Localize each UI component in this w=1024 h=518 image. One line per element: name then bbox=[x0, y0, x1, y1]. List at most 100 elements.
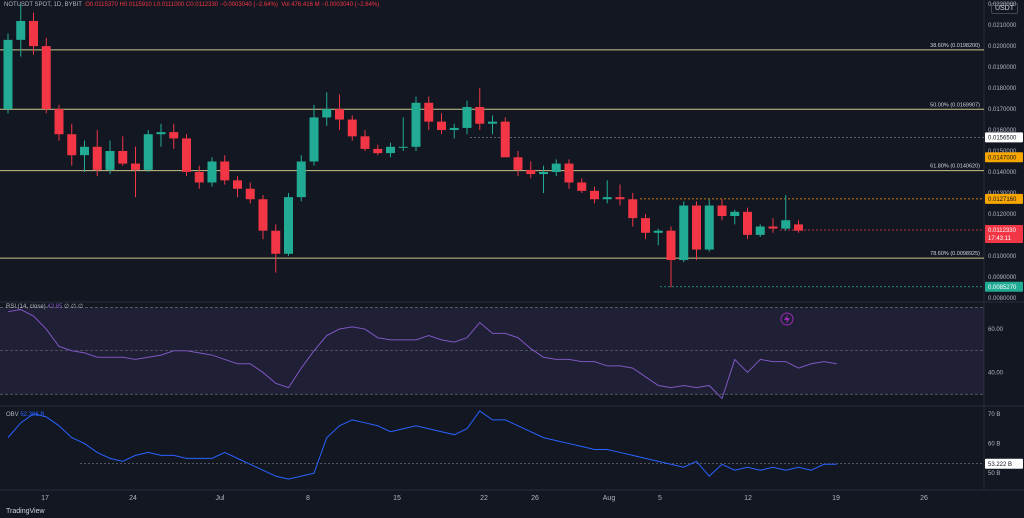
rsi-value: 43.85 bbox=[47, 304, 63, 310]
candle-body bbox=[781, 220, 791, 229]
price-tick-label: 0.0210000 bbox=[988, 23, 1017, 29]
candle-body bbox=[628, 199, 638, 219]
candle-body bbox=[386, 146, 395, 154]
candle-body bbox=[309, 117, 319, 162]
candle-body bbox=[118, 151, 128, 164]
time-tick-label: 17 bbox=[41, 495, 49, 502]
price-tick-label: 0.0160000 bbox=[988, 128, 1017, 134]
candle-body bbox=[54, 109, 64, 135]
branding-label: TradingView bbox=[6, 508, 45, 515]
candle-body bbox=[755, 226, 765, 235]
candle-body bbox=[704, 205, 714, 250]
candle-body bbox=[80, 146, 89, 156]
alert-lightning-icon bbox=[780, 312, 794, 326]
candle-body bbox=[666, 230, 676, 261]
time-tick-label: Aug bbox=[603, 495, 616, 502]
price-tick-label: 0.0120000 bbox=[988, 212, 1017, 218]
rsi-label: RSI (14, close) bbox=[6, 304, 46, 310]
time-tick-label: 26 bbox=[920, 495, 928, 502]
candle-body bbox=[462, 106, 472, 128]
candle-body bbox=[488, 121, 497, 124]
candle-body bbox=[768, 226, 778, 229]
candle-body bbox=[322, 109, 332, 118]
candle-body bbox=[437, 121, 446, 131]
candle-body bbox=[539, 171, 548, 175]
candle-body bbox=[360, 136, 370, 149]
tradingview-logo[interactable]: TradingView bbox=[6, 508, 45, 515]
candle-body bbox=[3, 39, 13, 110]
price-tick-label: 0.0150000 bbox=[988, 149, 1017, 155]
currency-button[interactable]: USDT bbox=[990, 3, 1018, 14]
candle-body bbox=[67, 134, 77, 156]
candle-body bbox=[143, 134, 153, 170]
candle-body bbox=[743, 211, 752, 235]
candle-body bbox=[730, 211, 740, 217]
time-tick-label: 22 bbox=[480, 495, 488, 502]
obv-current-tag-label: 53.222 B bbox=[988, 462, 1012, 468]
symbol-label[interactable]: NOTUSDT SPOT, 1D, BYBIT bbox=[4, 2, 82, 8]
obv-line bbox=[7, 410, 837, 480]
candle-body bbox=[526, 169, 536, 175]
candle-body bbox=[475, 106, 485, 124]
candle-body bbox=[245, 188, 255, 200]
candle-body bbox=[564, 163, 574, 183]
price-tick-label: 0.0200000 bbox=[988, 44, 1017, 50]
time-tick-label: 19 bbox=[832, 495, 840, 502]
price-tick-label: 0.0140000 bbox=[988, 170, 1017, 176]
candle-body bbox=[169, 132, 179, 139]
rsi-line bbox=[7, 308, 837, 400]
candle-body bbox=[641, 218, 650, 233]
time-tick-label: 5 bbox=[658, 495, 662, 502]
price-tag bbox=[985, 152, 1023, 163]
price-tag-label: 0.0156500 bbox=[988, 136, 1017, 142]
time-tick-label: 15 bbox=[393, 495, 401, 502]
rsi-legend: RSI (14, close) 43.85 ∅ ∅ ∅ bbox=[6, 303, 83, 310]
candle-body bbox=[692, 205, 701, 250]
obv-current-tag bbox=[985, 458, 1023, 469]
candle-body bbox=[258, 199, 268, 231]
candle-body bbox=[335, 109, 344, 120]
price-tag bbox=[985, 225, 1023, 236]
candle-body bbox=[105, 151, 115, 170]
candle-body bbox=[794, 224, 803, 231]
obv-legend: OBV 52.386 B bbox=[6, 412, 44, 418]
obv-tick-label: 50 B bbox=[988, 471, 1000, 477]
candle-body bbox=[29, 20, 38, 47]
price-tag bbox=[985, 132, 1023, 143]
price-tick-label: 0.0090000 bbox=[988, 275, 1017, 281]
rsi-status: ∅ ∅ ∅ bbox=[64, 304, 84, 310]
obv-value: 52.386 B bbox=[20, 412, 45, 418]
candle-body bbox=[679, 205, 689, 261]
candle-body bbox=[577, 182, 587, 191]
candle-body bbox=[513, 157, 523, 170]
candle-body bbox=[182, 138, 191, 172]
candle-body bbox=[220, 161, 230, 181]
ohlc-readout: O0.0115370 H0.0115910 L0.0111000 C0.0112… bbox=[85, 2, 278, 8]
candle-body bbox=[449, 127, 459, 131]
price-tick-label: 0.0170000 bbox=[988, 107, 1017, 113]
time-tick-label: 8 bbox=[306, 495, 310, 502]
alert-lightning-circle bbox=[780, 312, 794, 326]
price-tag-label: 17:43:11 bbox=[988, 236, 1012, 242]
candle-body bbox=[296, 161, 306, 198]
price-tick-label: 0.0220000 bbox=[988, 2, 1017, 8]
candle-body bbox=[653, 230, 663, 233]
price-tag-label: 0.0127160 bbox=[988, 197, 1017, 203]
fib-level-label: 50.00% (0.0169907) bbox=[930, 102, 980, 108]
time-tick-label: 12 bbox=[744, 495, 752, 502]
fib-level-label: 38.60% (0.0198200) bbox=[930, 43, 980, 49]
candle-body bbox=[373, 148, 383, 154]
price-tick-label: 0.0100000 bbox=[988, 254, 1017, 260]
candle-body bbox=[424, 102, 434, 122]
time-tick-label: 26 bbox=[531, 495, 539, 502]
candle-body bbox=[41, 46, 51, 110]
candle-body bbox=[194, 171, 204, 183]
candle-body bbox=[271, 230, 281, 254]
price-tag bbox=[985, 193, 1023, 204]
candle-body bbox=[92, 146, 102, 170]
candle-body bbox=[16, 20, 26, 40]
price-tag-label: 0.0112330 bbox=[988, 228, 1017, 234]
candle-body bbox=[207, 161, 217, 183]
chart-header: NOTUSDT SPOT, 1D, BYBIT O0.0115370 H0.01… bbox=[4, 2, 379, 8]
